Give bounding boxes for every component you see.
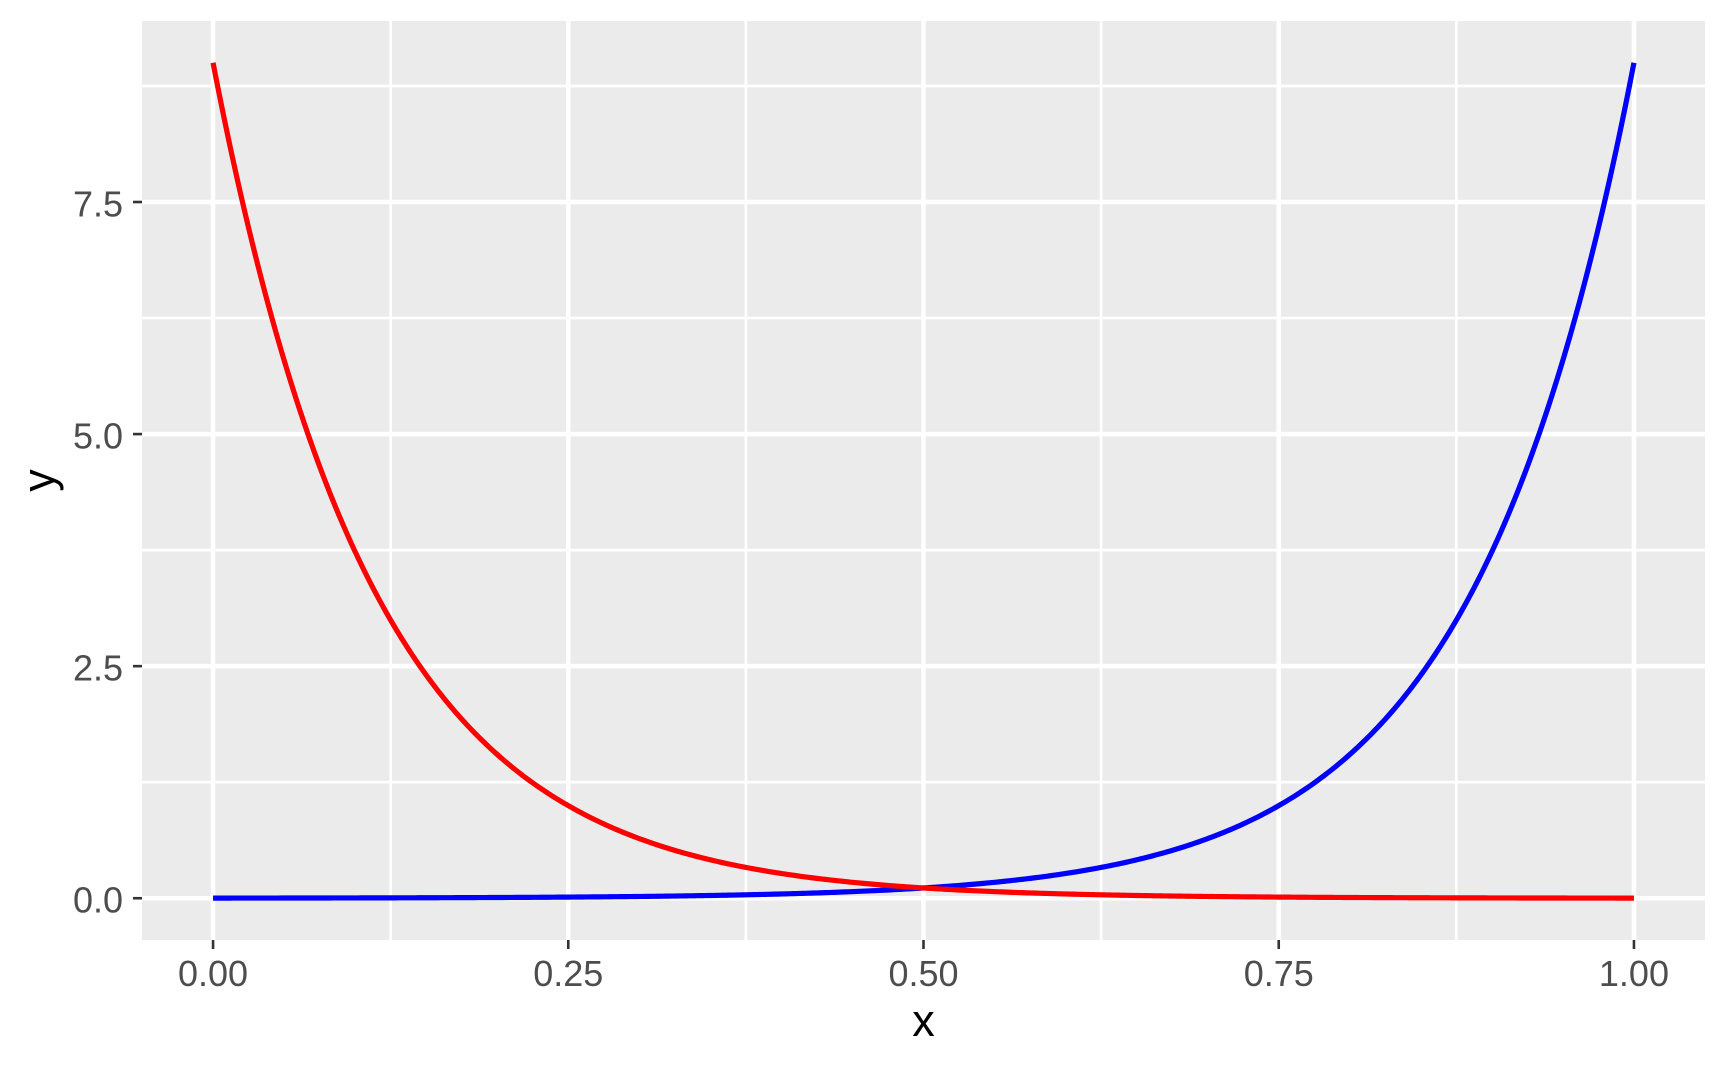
svg-text:0.50: 0.50 — [888, 953, 958, 994]
svg-text:7.5: 7.5 — [73, 183, 123, 224]
svg-text:y: y — [13, 469, 64, 492]
svg-text:1.00: 1.00 — [1599, 953, 1669, 994]
svg-text:5.0: 5.0 — [73, 415, 123, 456]
svg-text:0.75: 0.75 — [1244, 953, 1314, 994]
svg-text:x: x — [912, 995, 935, 1046]
svg-text:0.00: 0.00 — [178, 953, 248, 994]
svg-text:0.0: 0.0 — [73, 880, 123, 921]
svg-text:0.25: 0.25 — [533, 953, 603, 994]
svg-text:2.5: 2.5 — [73, 647, 123, 688]
